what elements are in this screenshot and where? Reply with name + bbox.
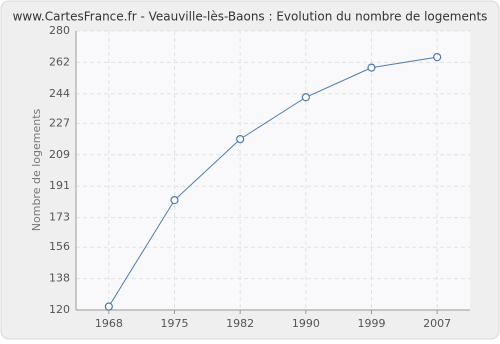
y-tick-label: 120 [49,303,70,316]
data-point [301,93,310,102]
chart-title: www.CartesFrance.fr - Veauville-lès-Baon… [13,10,488,24]
y-tick-label: 244 [49,87,70,100]
y-tick-label: 156 [49,240,70,253]
data-point [104,302,113,311]
y-tick-label: 280 [49,24,70,37]
x-tick-label: 1999 [358,317,386,330]
y-tick-label: 227 [49,116,70,129]
x-tick-label: 1990 [292,317,320,330]
data-point [236,135,245,144]
y-tick-label: 138 [49,272,70,285]
x-tick-label: 2007 [423,317,451,330]
series-line [108,56,438,307]
y-axis-label: Nombre de logements [30,108,43,231]
data-point [433,53,442,62]
y-tick-label: 262 [49,55,70,68]
data-point [170,196,179,205]
x-tick-label: 1975 [161,317,189,330]
plot-area [76,31,470,310]
x-tick-label: 1968 [95,317,123,330]
data-point [367,63,376,72]
y-tick-label: 173 [49,211,70,224]
y-tick-label: 209 [49,148,70,161]
x-tick-label: 1982 [226,317,254,330]
y-tick-label: 191 [49,179,70,192]
